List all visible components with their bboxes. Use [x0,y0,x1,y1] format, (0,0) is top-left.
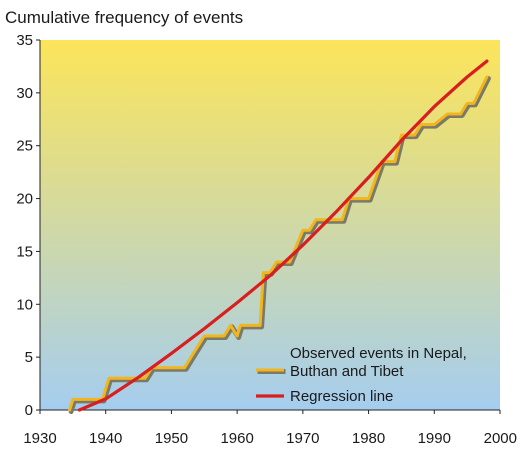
y-tick-label: 35 [16,32,33,49]
y-tick-label: 0 [25,402,33,419]
legend-observed-label: Observed events in Nepal, [290,345,467,362]
legend: Observed events in Nepal,Buthan and Tibe… [256,345,467,405]
x-tick-label: 1980 [352,430,385,447]
y-axis: 0 5 10 15 20 25 30 35 [16,32,41,419]
y-tick-label: 30 [16,85,33,102]
legend-regression-label: Regression line [290,388,393,405]
legend-observed-label: Buthan and Tibet [290,363,404,380]
y-tick-label: 25 [16,138,33,155]
observed-series-shadow [68,76,491,414]
x-tick-label: 2000 [484,430,517,447]
series-layer [68,59,491,414]
regression-series-line [77,59,489,412]
y-tick-label: 5 [25,349,33,366]
x-tick-label: 1940 [89,430,122,447]
x-tick-label: 1930 [23,430,56,447]
x-tick-label: 1960 [220,430,253,447]
x-axis: 1930 1940 1950 1960 1970 1980 1990 2000 [23,409,517,447]
observed-series-line [68,75,489,412]
y-tick-label: 10 [16,296,33,313]
x-tick-label: 1990 [418,430,451,447]
y-tick-label: 20 [16,191,33,208]
x-tick-label: 1970 [286,430,319,447]
plot-background [40,40,500,410]
x-tick-label: 1950 [155,430,188,447]
chart-title: Cumulative frequency of events [5,8,243,27]
y-tick-label: 15 [16,243,33,260]
